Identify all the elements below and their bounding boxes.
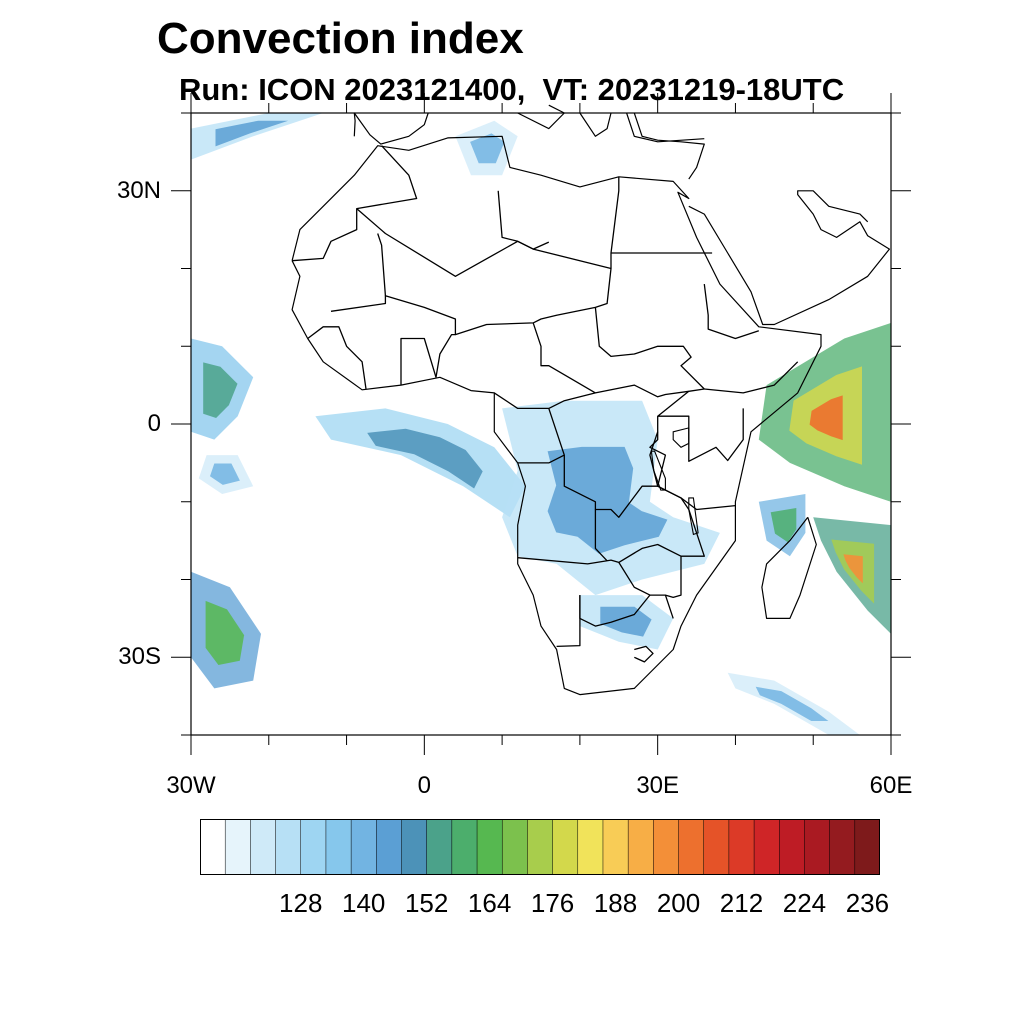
x-tick-label: 30W [166, 772, 216, 799]
colorbar-swatch [804, 819, 831, 875]
coastline-arabia-coast [688, 190, 891, 326]
border-b15 [517, 543, 682, 599]
border-b20 [657, 485, 705, 557]
colorbar-label: 152 [404, 888, 449, 918]
colorbar-label: 176 [530, 888, 575, 918]
border-b19 [556, 595, 581, 648]
border-b17 [618, 562, 674, 619]
colorbar-swatch [501, 819, 528, 875]
coastline-madagascar [761, 516, 817, 619]
colorbar-swatch [224, 819, 251, 875]
convection-region-equatorial-band [315, 408, 526, 518]
y-tick-label: 30N [116, 176, 161, 204]
x-tick-label: 60E [869, 772, 913, 799]
coastline-italy-coast [517, 104, 565, 130]
x-tick-label: 0 [417, 772, 431, 799]
colorbar-swatch [451, 819, 478, 875]
coastlines [291, 104, 891, 696]
colorbar-frame [200, 819, 880, 875]
border-b13 [657, 408, 744, 462]
colorbar-swatch [753, 819, 780, 875]
colorbar-swatch [854, 819, 880, 875]
convection-region-madagascar-cell [758, 494, 806, 557]
colorbar-swatch [325, 819, 352, 875]
colorbar-label: 212 [719, 888, 764, 918]
convection-region-indian-ocean-north [758, 322, 891, 502]
colorbar-swatch [678, 819, 705, 875]
colorbar-swatch [703, 819, 730, 875]
border-b11 [517, 408, 565, 464]
border-b1 [292, 145, 418, 262]
coastline-greece-coast [579, 112, 612, 137]
colorbar-swatch [577, 819, 604, 875]
colorbar [200, 819, 880, 875]
convection-region-mediterranean-cell [455, 120, 518, 176]
border-b5 [377, 233, 387, 296]
colorbar-swatch [552, 819, 579, 875]
chart-title: Convection index [157, 14, 524, 63]
border-b8 [703, 284, 760, 340]
x-tick-label: 30E [636, 772, 680, 799]
colorbar-swatch [426, 819, 453, 875]
border-b7 [594, 307, 799, 394]
coastline-iberia-coast [353, 112, 429, 145]
colorbar-swatch [300, 819, 327, 875]
border-b21 [307, 326, 367, 390]
border-b3 [497, 190, 550, 250]
convection-region-nw-atlantic-band [191, 113, 324, 160]
convection-region-w-atlantic-cluster [191, 338, 254, 440]
colorbar-label: 200 [656, 888, 701, 918]
convection-region-southern-africa [579, 595, 674, 650]
colorbar-swatch [829, 819, 856, 875]
y-tick-label: 30S [118, 643, 161, 671]
colorbar-swatch [779, 819, 806, 875]
coastline-africa-coast [291, 135, 822, 696]
map-canvas [171, 93, 911, 755]
border-b12 [563, 390, 690, 518]
convection-region-congo-basin [502, 400, 720, 596]
border-b2 [356, 176, 620, 277]
map-ticks [171, 93, 911, 755]
colorbar-swatch [653, 819, 680, 875]
convection-region-south-indian-streak [727, 672, 860, 735]
border-lesotho [634, 645, 654, 663]
convection-region-indian-ocean-south [813, 517, 891, 634]
colorbar-label: 188 [593, 888, 638, 918]
colorbar-swatch [476, 819, 503, 875]
coastline-levant-coast [633, 112, 705, 180]
chart-subtitle: Run: ICON 2023121400, VT: 20231219-18UTC [179, 72, 845, 107]
colorbar-swatch [602, 819, 629, 875]
border-b22 [400, 337, 437, 386]
convection-region-sw-atlantic [191, 571, 261, 689]
country-borders [292, 145, 799, 663]
colorbar-swatch [250, 819, 277, 875]
colorbar-swatch [627, 819, 654, 875]
border-b23 [435, 333, 456, 378]
colorbar-label: 224 [782, 888, 827, 918]
colorbar-swatch [527, 819, 554, 875]
colorbar-swatch [200, 819, 226, 875]
border-b9 [532, 322, 705, 398]
colorbar-label: 128 [279, 888, 323, 918]
border-b14 [649, 431, 736, 511]
colorbar-swatch [350, 819, 377, 875]
colorbar-swatch [275, 819, 302, 875]
colorbar-swatch [401, 819, 428, 875]
map-panel [171, 93, 911, 755]
lake-malawi [688, 497, 699, 536]
border-b4 [330, 268, 612, 336]
colorbar-label: 236 [845, 888, 890, 918]
colorbar-swatch [376, 819, 403, 875]
convection-fields [191, 113, 891, 735]
coastline-turkey-coast [626, 112, 705, 143]
lake-victoria [672, 427, 690, 448]
convection-region-w-atlantic-cell [198, 455, 254, 494]
colorbar-swatch [728, 819, 755, 875]
y-tick-label: 0 [147, 410, 161, 437]
colorbar-label: 164 [467, 888, 512, 918]
colorbar-label: 140 [342, 888, 386, 918]
border-b16 [594, 509, 608, 562]
